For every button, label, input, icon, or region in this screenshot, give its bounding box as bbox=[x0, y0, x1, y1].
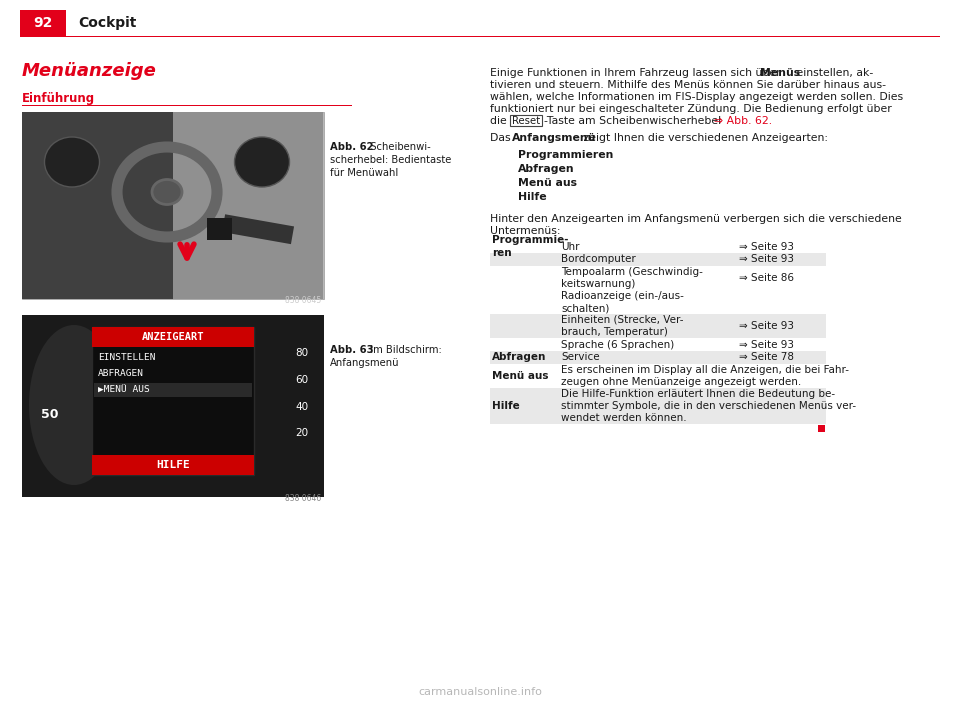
Text: ▶MENÜ AUS: ▶MENÜ AUS bbox=[98, 386, 150, 395]
Text: ⇒ Seite 93: ⇒ Seite 93 bbox=[739, 242, 794, 252]
Ellipse shape bbox=[152, 179, 182, 205]
Text: Radioanzeige (ein-/aus-
schalten): Radioanzeige (ein-/aus- schalten) bbox=[561, 291, 684, 313]
Bar bbox=[92, 455, 254, 475]
Text: Sprache (6 Sprachen): Sprache (6 Sprachen) bbox=[561, 339, 674, 350]
Text: carmanualsonline.info: carmanualsonline.info bbox=[418, 687, 542, 697]
Text: ⇒ Seite 93: ⇒ Seite 93 bbox=[739, 339, 794, 350]
Bar bbox=[94, 383, 252, 397]
Text: 40: 40 bbox=[296, 402, 308, 412]
Text: Im Bildschirm:: Im Bildschirm: bbox=[364, 345, 442, 355]
Bar bbox=[490, 290, 826, 314]
Text: Einige Funktionen in Ihrem Fahrzeug lassen sich über: Einige Funktionen in Ihrem Fahrzeug lass… bbox=[490, 68, 784, 78]
Bar bbox=[490, 388, 826, 424]
Ellipse shape bbox=[234, 137, 290, 187]
Text: Abb. 63: Abb. 63 bbox=[330, 345, 373, 355]
Text: scherhebel: Bedientaste: scherhebel: Bedientaste bbox=[330, 155, 451, 165]
Bar bbox=[22, 112, 122, 299]
Text: Es erscheinen im Display all die Anzeigen, die bei Fahr-
zeugen ohne Menüanzeige: Es erscheinen im Display all die Anzeige… bbox=[561, 365, 849, 387]
Text: ⇒ Seite 93: ⇒ Seite 93 bbox=[739, 321, 794, 331]
Bar bbox=[490, 253, 826, 266]
Text: ⇒ Seite 78: ⇒ Seite 78 bbox=[739, 353, 794, 362]
Bar bbox=[510, 115, 542, 126]
Text: Uhr: Uhr bbox=[561, 242, 580, 252]
Text: für Menüwahl: für Menüwahl bbox=[330, 168, 398, 178]
Text: 80: 80 bbox=[296, 348, 308, 358]
Text: Hinter den Anzeigearten im Anfangsmenü verbergen sich die verschiedene: Hinter den Anzeigearten im Anfangsmenü v… bbox=[490, 214, 901, 224]
Text: Abfragen: Abfragen bbox=[492, 353, 546, 362]
Text: 20: 20 bbox=[296, 428, 308, 438]
Text: Abfragen: Abfragen bbox=[518, 164, 575, 174]
Text: Tempoalarm (Geschwindig-
keitswarnung): Tempoalarm (Geschwindig- keitswarnung) bbox=[561, 267, 703, 290]
Text: ANZEIGEART: ANZEIGEART bbox=[142, 332, 204, 342]
Text: tivieren und steuern. Mithilfe des Menüs können Sie darüber hinaus aus-: tivieren und steuern. Mithilfe des Menüs… bbox=[490, 80, 886, 90]
Text: Hilfe: Hilfe bbox=[518, 192, 546, 202]
Bar bbox=[22, 112, 324, 299]
Text: Cockpit: Cockpit bbox=[78, 16, 136, 30]
Bar bbox=[122, 112, 323, 299]
Bar bbox=[490, 351, 826, 364]
Text: Anfangsmenü: Anfangsmenü bbox=[330, 358, 399, 368]
Bar bbox=[490, 338, 826, 351]
Bar bbox=[22, 112, 173, 299]
Text: Einheiten (Strecke, Ver-
brauch, Temperatur): Einheiten (Strecke, Ver- brauch, Tempera… bbox=[561, 315, 684, 337]
Text: Die Hilfe-Funktion erläutert Ihnen die Bedeutung be-
stimmter Symbole, die in de: Die Hilfe-Funktion erläutert Ihnen die B… bbox=[561, 388, 856, 423]
Text: 60: 60 bbox=[296, 375, 308, 385]
Text: Anfangsmenü: Anfangsmenü bbox=[512, 133, 596, 143]
Bar bbox=[20, 10, 66, 36]
Text: wählen, welche Informationen im FIS-Display angezeigt werden sollen. Dies: wählen, welche Informationen im FIS-Disp… bbox=[490, 92, 903, 102]
Text: zeigt Ihnen die verschiedenen Anzeigearten:: zeigt Ihnen die verschiedenen Anzeigeart… bbox=[580, 133, 828, 143]
Text: funktioniert nur bei eingeschalteter Zündung. Die Bedienung erfolgt über: funktioniert nur bei eingeschalteter Zün… bbox=[490, 104, 892, 114]
Text: Einführung: Einführung bbox=[22, 92, 95, 105]
Text: Bordcomputer: Bordcomputer bbox=[561, 254, 636, 264]
Text: einstellen, ak-: einstellen, ak- bbox=[793, 68, 874, 78]
Text: 92: 92 bbox=[34, 16, 53, 30]
Text: Programmie-
ren: Programmie- ren bbox=[492, 236, 568, 258]
Bar bbox=[92, 327, 254, 475]
Bar bbox=[22, 315, 324, 497]
Text: Untermenüs:: Untermenüs: bbox=[490, 226, 561, 236]
Bar bbox=[490, 364, 826, 388]
Text: Programmieren: Programmieren bbox=[518, 150, 613, 160]
Bar bbox=[490, 266, 826, 290]
Bar bbox=[20, 36, 940, 37]
Text: Scheibenwi-: Scheibenwi- bbox=[364, 142, 431, 152]
Text: Menüs: Menüs bbox=[760, 68, 800, 78]
Text: ⇒ Seite 86: ⇒ Seite 86 bbox=[739, 273, 794, 283]
Text: -Taste am Scheibenwischerhebel: -Taste am Scheibenwischerhebel bbox=[544, 116, 725, 126]
Bar bbox=[92, 327, 254, 347]
Text: ⇒ Seite 93: ⇒ Seite 93 bbox=[739, 254, 794, 264]
Text: Das: Das bbox=[490, 133, 515, 143]
Ellipse shape bbox=[29, 325, 119, 485]
Bar bbox=[22, 105, 352, 106]
Text: ABFRAGEN: ABFRAGEN bbox=[98, 369, 144, 379]
Bar bbox=[818, 425, 825, 432]
Text: die: die bbox=[490, 116, 511, 126]
Text: HILFE: HILFE bbox=[156, 460, 190, 470]
Text: Menü aus: Menü aus bbox=[518, 178, 577, 188]
Text: 838 0646: 838 0646 bbox=[285, 494, 321, 503]
Text: Reset: Reset bbox=[512, 116, 540, 125]
Text: ⇒ Abb. 62.: ⇒ Abb. 62. bbox=[714, 116, 772, 126]
Bar bbox=[490, 314, 826, 338]
Ellipse shape bbox=[44, 137, 100, 187]
Bar bbox=[222, 215, 294, 244]
Text: Menüanzeige: Menüanzeige bbox=[22, 62, 156, 80]
Text: 50: 50 bbox=[41, 409, 59, 421]
Bar bbox=[490, 240, 826, 253]
Text: Hilfe: Hilfe bbox=[492, 401, 519, 411]
Text: EINSTELLEN: EINSTELLEN bbox=[98, 353, 156, 362]
Bar bbox=[207, 218, 232, 240]
Text: Service: Service bbox=[561, 353, 600, 362]
Text: Abb. 62: Abb. 62 bbox=[330, 142, 373, 152]
Text: Menü aus: Menü aus bbox=[492, 371, 548, 381]
Text: 838 0645: 838 0645 bbox=[285, 296, 321, 305]
